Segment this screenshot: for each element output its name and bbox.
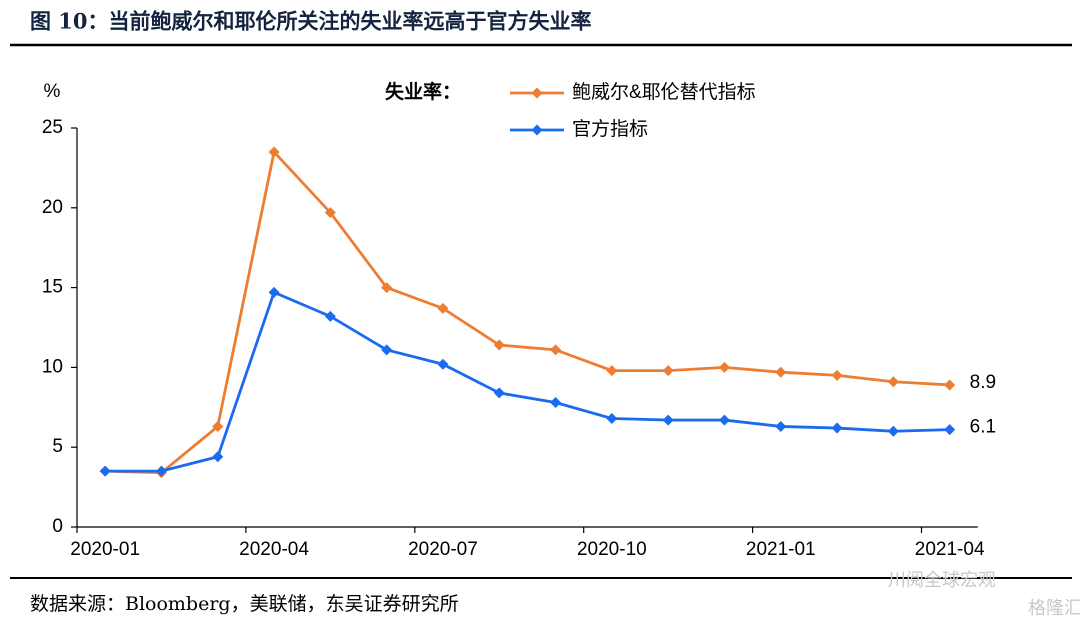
point <box>887 376 899 388</box>
y-tick-label: 25 <box>42 117 63 138</box>
point <box>268 286 280 298</box>
y-tick-label: 0 <box>52 516 63 537</box>
point <box>493 339 505 351</box>
point <box>831 369 843 381</box>
legend-label: 鲍威尔&耶伦替代指标 <box>572 81 756 103</box>
point <box>381 282 393 294</box>
point <box>155 465 167 477</box>
legend-label: 官方指标 <box>572 118 648 140</box>
x-tick-label: 2020-10 <box>577 539 647 560</box>
point <box>775 420 787 432</box>
point <box>887 425 899 437</box>
point <box>606 412 618 424</box>
point <box>212 420 224 432</box>
legend-marker <box>531 87 543 99</box>
point <box>437 358 449 370</box>
watermark: 格隆汇 <box>1028 598 1080 618</box>
point <box>831 422 843 434</box>
point <box>324 310 336 322</box>
watermark: 川阅全球宏观 <box>888 570 996 590</box>
legend-title: 失业率： <box>385 80 461 103</box>
point <box>99 465 111 477</box>
series-line <box>105 290 950 473</box>
point <box>944 424 956 436</box>
chart-title: 图 10：当前鲍威尔和耶伦所关注的失业率远高于官方失业率 <box>30 9 592 34</box>
source: 数据来源：Bloomberg，美联储，东吴证券研究所 <box>30 593 459 615</box>
y-tick-label: 10 <box>42 356 63 377</box>
legend-marker <box>531 124 543 136</box>
y-axis-label: % <box>44 81 61 102</box>
data-label: 6.1 <box>970 417 996 438</box>
y-tick-label: 20 <box>42 197 63 218</box>
y-tick-label: 5 <box>52 436 63 457</box>
point <box>718 361 730 373</box>
point <box>662 414 674 426</box>
x-tick-label: 2020-04 <box>239 539 309 560</box>
point <box>550 397 562 409</box>
x-tick-label: 2020-07 <box>408 539 478 560</box>
point <box>324 207 336 219</box>
point <box>437 302 449 314</box>
y-tick-label: 15 <box>42 277 63 298</box>
x-tick-label: 2020-01 <box>70 539 140 560</box>
point <box>718 414 730 426</box>
point <box>662 365 674 377</box>
x-tick-label: 2021-01 <box>746 539 816 560</box>
series-line <box>105 148 950 475</box>
point <box>775 366 787 378</box>
point <box>381 344 393 356</box>
data-label: 8.9 <box>970 372 996 393</box>
point <box>944 379 956 391</box>
point <box>493 387 505 399</box>
point <box>606 365 618 377</box>
point <box>212 451 224 463</box>
x-tick-label: 2021-04 <box>915 539 985 560</box>
point <box>550 344 562 356</box>
point <box>268 146 280 158</box>
